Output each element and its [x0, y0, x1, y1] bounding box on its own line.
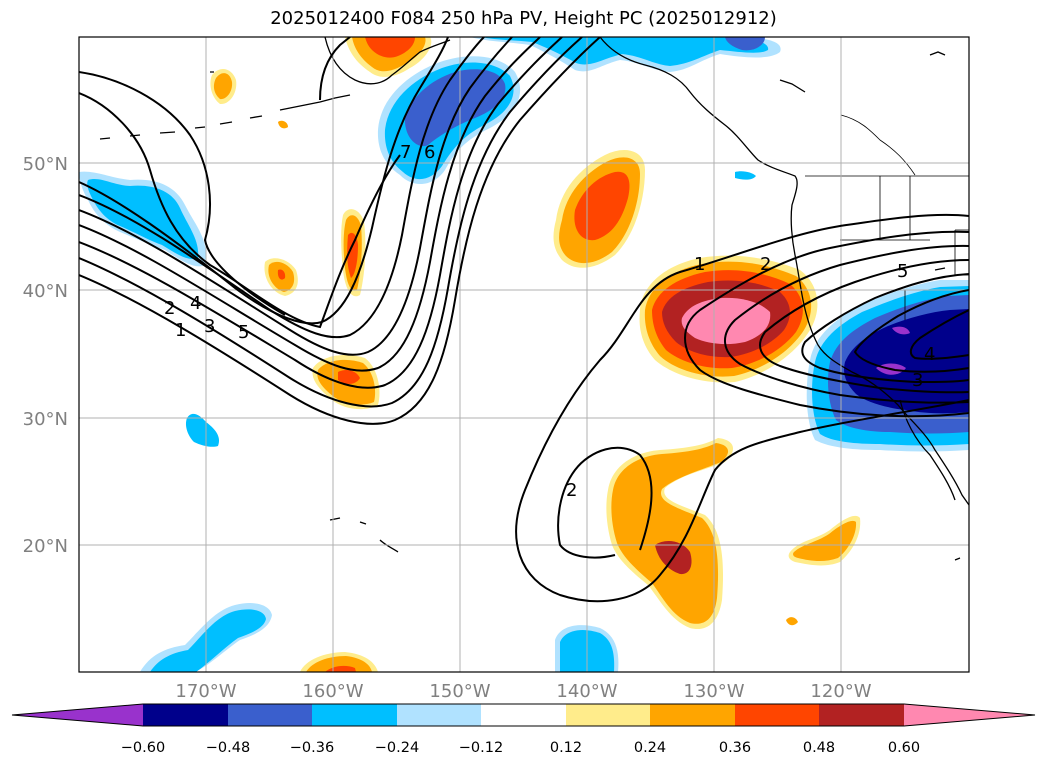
colorbar-label: −0.60 — [121, 740, 165, 756]
contour-label: 2 — [164, 298, 175, 319]
colorbar-label: −0.24 — [375, 740, 419, 756]
lon-label: 140°W — [556, 681, 617, 702]
colorbar-label: 0.48 — [803, 740, 835, 756]
colorbar-segment — [228, 704, 312, 726]
latitude-labels: 50°N 40°N 30°N 20°N — [23, 154, 68, 557]
contour-label: 4 — [190, 293, 201, 314]
map-title: 2025012400 F084 250 hPa PV, Height PC (2… — [270, 8, 777, 29]
height-contours — [79, 37, 969, 603]
colorbar-label: 0.12 — [550, 740, 582, 756]
gridlines — [79, 37, 969, 672]
colorbar: −0.60 −0.48 −0.36 −0.24 −0.12 0.12 0.24 … — [11, 703, 1036, 756]
lat-label: 40°N — [23, 281, 68, 302]
contour-label: 2 — [760, 254, 771, 275]
longitude-labels: 170°W 160°W 150°W 140°W 130°W 120°W — [175, 681, 871, 702]
contour-label: 1 — [694, 254, 705, 275]
colorbar-extend-high — [904, 704, 1035, 726]
map-content: 1 2 3 4 5 6 7 1 2 5 2 3 4 — [79, 37, 969, 672]
colorbar-segment — [312, 704, 397, 726]
coastlines — [99, 37, 969, 561]
lat-label: 20°N — [23, 536, 68, 557]
colorbar-label: −0.12 — [459, 740, 503, 756]
positive-anomaly-shading — [210, 37, 861, 672]
lon-label: 120°W — [810, 681, 871, 702]
colorbar-label: −0.48 — [206, 740, 250, 756]
colorbar-label: 0.60 — [888, 740, 920, 756]
lon-label: 130°W — [683, 681, 744, 702]
colorbar-segment — [143, 704, 228, 726]
colorbar-segment — [397, 704, 481, 726]
lat-label: 30°N — [23, 409, 68, 430]
colorbar-extend-low — [12, 704, 143, 726]
contour-label: 5 — [897, 261, 908, 282]
contour-label: 6 — [424, 142, 435, 163]
contour-labels: 1 2 3 4 5 6 7 1 2 5 2 3 4 — [164, 142, 935, 501]
colorbar-outline — [11, 703, 1036, 727]
contour-label: 3 — [912, 370, 923, 391]
contour-label: 1 — [175, 320, 186, 341]
lon-label: 170°W — [175, 681, 236, 702]
lat-label: 50°N — [23, 154, 68, 175]
colorbar-label: 0.36 — [719, 740, 751, 756]
contour-label: 7 — [400, 142, 411, 163]
lon-label: 160°W — [302, 681, 363, 702]
negative-anomaly-shading — [79, 37, 969, 672]
colorbar-segment — [819, 704, 904, 726]
colorbar-segment — [481, 704, 566, 726]
colorbar-segment — [735, 704, 819, 726]
contour-label: 3 — [204, 316, 215, 337]
contour-label: 5 — [238, 322, 249, 343]
map-frame — [78, 36, 970, 673]
colorbar-segment — [650, 704, 735, 726]
colorbar-label: 0.24 — [634, 740, 666, 756]
contour-label: 2 — [566, 480, 577, 501]
colorbar-segment — [566, 704, 650, 726]
contour-label: 4 — [924, 344, 935, 365]
colorbar-label: −0.36 — [290, 740, 334, 756]
lon-label: 150°W — [429, 681, 490, 702]
